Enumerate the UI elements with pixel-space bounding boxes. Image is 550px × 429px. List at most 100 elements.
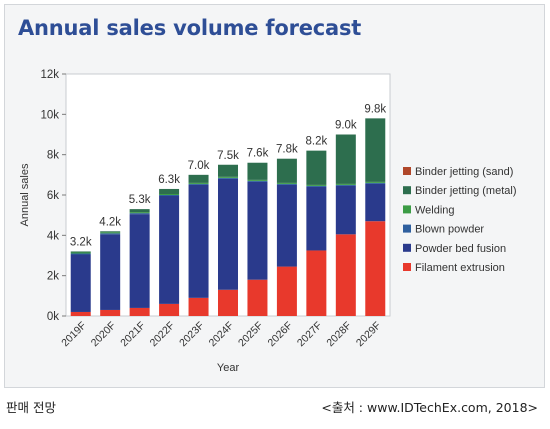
bar-total-label: 6.3k: [158, 174, 180, 186]
bar-total-label: 7.8k: [276, 144, 298, 156]
legend-item: Filament extrusion: [415, 262, 505, 274]
bar-segment: [159, 303, 180, 316]
bar-segment: [159, 193, 180, 195]
stacked-bar-chart: 0k 2k 4k 6k 8k 10k 12k Annual sales 3.2k 2019F 4.2…: [19, 69, 517, 374]
y-tick-label: 12k: [40, 69, 59, 81]
bar-total-label: 9.8k: [364, 103, 386, 115]
y-tick-label: 4k: [47, 230, 59, 242]
bar-segment: [129, 307, 150, 316]
bar-total-label: 7.5k: [217, 150, 239, 162]
legend-swatch: [403, 224, 411, 233]
bar-segment: [218, 176, 238, 178]
bar-segment: [247, 180, 268, 182]
caption-source: <출처 : www.IDTechEx.com, 2018>: [321, 400, 538, 415]
y-tick-label: 2k: [47, 271, 59, 283]
x-tick-label: 2019F: [59, 320, 89, 350]
bar-segment: [70, 254, 91, 312]
x-tick-label: 2029F: [354, 320, 384, 350]
caption-sales-outlook: 판매 전망: [6, 400, 56, 415]
bar-segment: [159, 196, 180, 304]
bar-segment: [365, 183, 386, 222]
bar-segment: [70, 253, 91, 255]
bar-segment: [365, 181, 386, 183]
bar-segment: [365, 182, 386, 184]
legend-swatch: [403, 167, 411, 175]
bar-segment: [70, 252, 91, 254]
bar-segment: [247, 162, 268, 180]
bar-total-label: 8.2k: [305, 136, 327, 148]
x-tick-label: 2022F: [148, 320, 178, 350]
bar-total-label: 3.2k: [70, 236, 92, 248]
x-tick-label: 2026F: [265, 320, 295, 350]
bar-segment: [276, 184, 297, 267]
x-tick-label: 2021F: [118, 320, 148, 350]
legend-item: Powder bed fusion: [415, 243, 506, 255]
y-tick-label: 0k: [47, 311, 59, 323]
bar-total-label: 9.0k: [335, 120, 357, 132]
bar-segment: [129, 214, 150, 308]
bar-segment: [276, 158, 297, 183]
legend-item: Blown powder: [415, 224, 484, 236]
bar-segment: [276, 183, 297, 185]
bar-total-label: 7.0k: [188, 160, 210, 172]
bar-segment: [188, 297, 209, 316]
bar-segment: [306, 186, 327, 251]
bar-segment: [335, 134, 356, 184]
bar-segment: [100, 309, 121, 316]
legend-item: Welding: [415, 204, 455, 216]
legend-item: Binder jetting (sand): [415, 166, 513, 178]
bar-segment: [218, 289, 238, 316]
bar-segment: [218, 178, 238, 290]
bar-segment: [100, 233, 121, 235]
bar-segment: [100, 231, 121, 233]
x-tick-label: 2023F: [177, 320, 207, 350]
y-axis-label: Annual sales: [19, 163, 31, 226]
x-axis-label: Year: [217, 362, 240, 374]
x-tick-label: 2024F: [207, 320, 237, 350]
bar-segment: [247, 279, 268, 316]
bar-segment: [129, 209, 150, 213]
bar-segment: [276, 266, 297, 316]
bar-segment: [306, 184, 327, 186]
bar-segment: [306, 185, 327, 187]
bar-total-label: 4.2k: [99, 216, 121, 228]
bar-segment: [218, 177, 238, 179]
bar-segment: [306, 250, 327, 316]
bar-segment: [100, 232, 121, 234]
bar-segment: [335, 184, 356, 186]
bar-segment: [188, 182, 209, 184]
chart-title: Annual sales volume forecast: [18, 16, 362, 40]
bar-segment: [306, 150, 327, 185]
bar-segment: [70, 311, 91, 316]
bar-segment: [365, 221, 386, 316]
bar-segment: [276, 182, 297, 184]
legend-swatch: [403, 243, 411, 252]
bar-total-label: 7.6k: [247, 148, 269, 160]
bar-segment: [188, 183, 209, 185]
legend-swatch: [403, 186, 411, 195]
x-tick-label: 2028F: [324, 320, 354, 350]
y-tick-label: 10k: [40, 109, 59, 121]
x-tick-label: 2027F: [295, 320, 325, 350]
y-tick-label: 6k: [47, 190, 59, 202]
bar-segment: [100, 234, 121, 310]
bar-segment: [129, 213, 150, 215]
x-tick-label: 2020F: [89, 320, 119, 350]
bar-segment: [335, 183, 356, 185]
legend-swatch: [403, 263, 411, 271]
bar-segment: [218, 164, 238, 177]
bar-segment: [365, 118, 386, 182]
bar-segment: [247, 181, 268, 280]
bar-segment: [159, 195, 180, 197]
bar-segment: [129, 212, 150, 214]
bar-segment: [70, 251, 91, 253]
y-tick-label: 8k: [47, 150, 59, 162]
bar-segment: [188, 174, 209, 183]
bar-segment: [247, 179, 268, 181]
legend-item: Binder jetting (metal): [415, 185, 517, 197]
x-tick-label: 2025F: [236, 320, 266, 350]
legend-swatch: [403, 205, 411, 214]
bar-segment: [188, 184, 209, 298]
bar-segment: [159, 188, 180, 194]
bar-segment: [335, 234, 356, 316]
